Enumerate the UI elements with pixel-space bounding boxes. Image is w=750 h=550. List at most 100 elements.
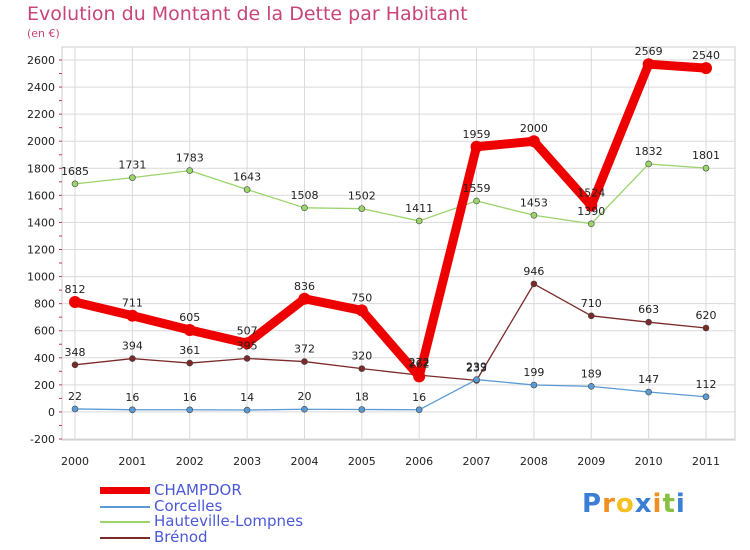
x-tick-label: 2005 (348, 455, 376, 468)
data-point (470, 140, 483, 153)
y-tick-label: 1400 (27, 216, 55, 229)
legend-swatch (100, 521, 150, 523)
data-point (183, 324, 196, 337)
data-point (413, 370, 426, 383)
data-point (645, 160, 652, 168)
series-line-champdor (70, 59, 711, 381)
legend-swatch (100, 487, 150, 494)
series-line-corcelles (74, 378, 707, 411)
data-point (301, 358, 308, 365)
data-point (642, 58, 655, 71)
data-label: 18 (355, 390, 369, 403)
data-label: 14 (240, 391, 254, 404)
y-tick-label: 1200 (27, 244, 55, 257)
data-point (645, 388, 652, 396)
data-label: 16 (183, 391, 197, 404)
data-label: 272 (409, 356, 430, 369)
y-tick-label: 1600 (27, 189, 55, 202)
data-label: 2000 (520, 122, 548, 135)
data-point (530, 381, 538, 389)
y-tick-label: 0 (48, 406, 55, 419)
x-tick-label: 2008 (520, 455, 548, 468)
data-label: 1559 (463, 182, 491, 195)
data-point (415, 406, 423, 414)
data-label: 1453 (520, 196, 548, 209)
data-label: 189 (581, 367, 602, 380)
data-point (587, 312, 595, 320)
data-label: 1685 (61, 165, 89, 178)
data-label: 1783 (176, 152, 204, 165)
data-point (358, 406, 366, 413)
logo-letter: x (634, 489, 653, 519)
data-point (473, 197, 480, 205)
data-label: 1508 (290, 189, 318, 202)
series-line-brénod (74, 283, 707, 382)
data-point (358, 365, 366, 372)
data-label: 20 (297, 390, 311, 403)
y-tick-label: 2000 (27, 135, 55, 148)
data-label: 16 (412, 391, 426, 404)
data-point (71, 361, 79, 369)
data-label: 2569 (635, 45, 663, 58)
data-point (129, 174, 136, 181)
data-point (587, 383, 595, 390)
chart-title: Evolution du Montant de la Dette par Hab… (27, 3, 468, 25)
data-label: 812 (65, 283, 86, 296)
data-label: 1832 (635, 145, 663, 158)
y-tick-label: -200 (30, 433, 55, 446)
x-tick-label: 2004 (290, 455, 318, 468)
x-tick-label: 2000 (61, 455, 89, 468)
logo-letter: t (662, 489, 676, 519)
y-tick-label: 2200 (27, 108, 55, 121)
y-tick-label: 2400 (27, 81, 55, 94)
data-label: 1643 (233, 171, 261, 184)
data-label: 620 (696, 309, 717, 322)
data-label: 16 (125, 391, 139, 404)
x-tick-label: 2011 (692, 455, 720, 468)
logo-letter: i (652, 489, 663, 519)
plot-area (61, 46, 736, 441)
data-point (186, 406, 194, 414)
data-label: 711 (122, 297, 143, 310)
y-tick-label: 1000 (27, 271, 55, 284)
data-label: 1524 (577, 187, 605, 200)
data-label: 1731 (118, 159, 146, 172)
data-label: 394 (122, 340, 143, 353)
data-label: 1411 (405, 202, 433, 215)
data-point (186, 167, 194, 174)
y-tick-label: 600 (34, 325, 55, 338)
data-point (243, 406, 251, 414)
data-point (585, 199, 598, 212)
data-label: 1502 (348, 190, 376, 203)
y-tick-label: 2600 (27, 54, 55, 67)
x-tick-label: 2009 (577, 455, 605, 468)
data-point (702, 393, 710, 401)
data-label: 1801 (692, 149, 720, 162)
y-tick-label: 200 (34, 379, 55, 392)
data-label: 239 (466, 361, 487, 374)
data-point (702, 324, 710, 332)
logo-letter: o (615, 489, 635, 519)
data-point (186, 359, 194, 367)
chart-subtitle: (en €) (27, 27, 60, 40)
y-tick-label: 800 (34, 298, 55, 311)
data-point (126, 309, 139, 322)
data-point (702, 164, 710, 172)
data-label: 22 (68, 390, 82, 403)
data-point (700, 62, 712, 75)
data-point (243, 355, 251, 362)
data-label: 372 (294, 343, 315, 356)
data-label: 199 (523, 366, 544, 379)
data-point (69, 296, 81, 309)
data-point (587, 220, 595, 228)
legend-label: Corcelles (154, 496, 223, 515)
x-tick-label: 2007 (463, 455, 491, 468)
logo-letter: P (582, 489, 603, 519)
y-tick-label: 1800 (27, 162, 55, 175)
legend-swatch (100, 536, 150, 539)
data-label: 348 (65, 346, 86, 359)
data-point (355, 304, 368, 317)
data-label: 2540 (692, 49, 720, 62)
data-point (415, 217, 423, 225)
